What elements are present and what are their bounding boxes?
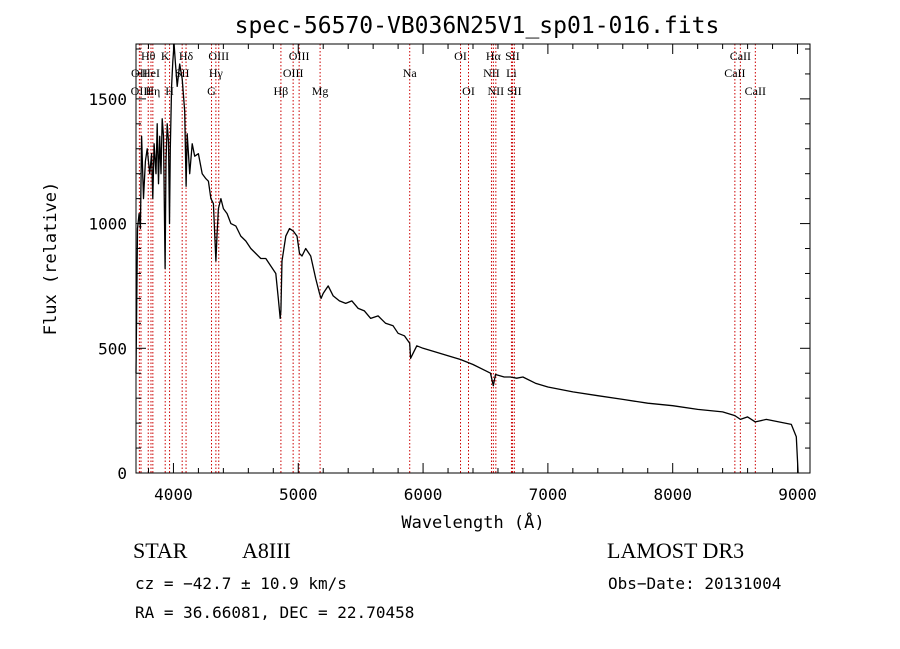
line-marker-label-4: Hη <box>145 84 160 98</box>
survey-label: LAMOST DR3 <box>607 538 745 563</box>
line-marker-label-9: OIII <box>208 49 229 63</box>
line-marker-label-20: SII <box>505 49 520 63</box>
y-tick-label-1000: 1000 <box>88 215 127 234</box>
line-marker-label-1: OII <box>131 66 148 80</box>
line-marker-label-27: CaII <box>745 84 766 98</box>
line-marker-label-25: CaII <box>730 49 751 63</box>
y-tick-label-1500: 1500 <box>88 90 127 109</box>
x-tick-label-8000: 8000 <box>653 485 692 504</box>
line-marker-label-17: OI <box>454 49 467 63</box>
y-tick-label-0: 0 <box>117 464 127 483</box>
x-tick-label-9000: 9000 <box>778 485 817 504</box>
line-marker-label-8: Hδ <box>179 49 194 63</box>
line-marker-label-26: CaII <box>724 66 745 80</box>
line-marker-label-15: Mg <box>312 84 329 98</box>
line-marker-label-12: Hβ <box>274 84 289 98</box>
x-tick-label-6000: 6000 <box>404 485 443 504</box>
spectrum-line <box>135 43 799 474</box>
x-tick-label-5000: 5000 <box>279 485 318 504</box>
line-marker-label-18: OI <box>462 84 475 98</box>
line-marker-label-24: SII <box>507 84 522 98</box>
x-tick-label-7000: 7000 <box>529 485 568 504</box>
line-marker-label-0: Hθ <box>141 49 156 63</box>
object-class: STAR <box>133 538 188 563</box>
line-marker-label-6: H <box>165 84 174 98</box>
line-marker-label-16: Na <box>403 66 418 80</box>
redshift-text: cz = −42.7 ± 10.9 km/s <box>135 574 347 593</box>
line-marker-label-10: Hγ <box>209 66 224 80</box>
coordinates-text: RA = 36.66081, DEC = 22.70458 <box>135 603 415 622</box>
line-marker-label-19: Hα <box>486 49 502 63</box>
line-marker-label-5: K <box>161 49 170 63</box>
x-axis-label: Wavelength (Å) <box>401 511 544 533</box>
y-axis-label: Flux (relative) <box>41 182 61 336</box>
line-marker-label-14: OIII <box>283 66 304 80</box>
line-marker-label-23: NII <box>488 84 505 98</box>
line-marker-label-22: Li <box>506 66 517 80</box>
line-marker-label-13: OIII <box>289 49 310 63</box>
line-marker-label-7: SII <box>175 66 190 80</box>
line-marker-label-3: HeI <box>142 66 160 80</box>
object-subclass: A8III <box>242 538 291 563</box>
y-tick-label-500: 500 <box>98 339 127 358</box>
chart-title: spec-56570-VB036N25V1_sp01-016.fits <box>235 13 720 39</box>
x-tick-label-4000: 4000 <box>154 485 193 504</box>
line-marker-label-11: G <box>207 84 216 98</box>
obs-date-text: Obs−Date: 20131004 <box>608 574 782 593</box>
line-marker-label-21: NII <box>483 66 500 80</box>
plot-frame <box>135 43 811 474</box>
